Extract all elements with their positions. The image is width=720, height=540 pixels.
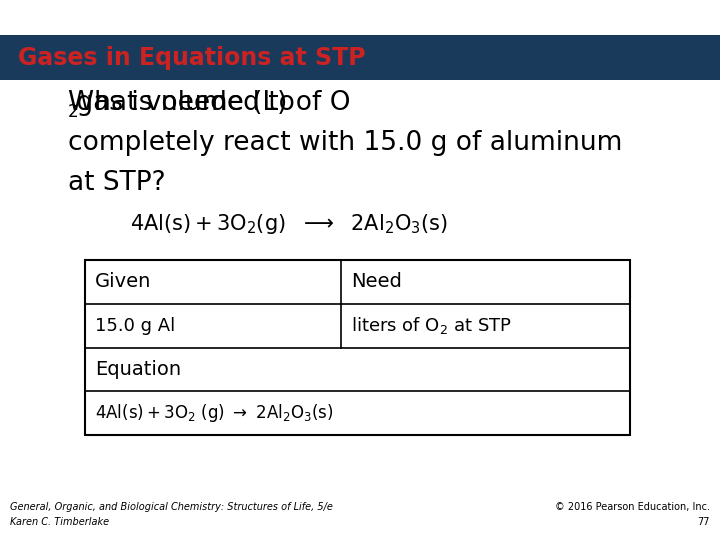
Text: Equation: Equation xyxy=(95,360,181,379)
Text: 15.0 g Al: 15.0 g Al xyxy=(95,316,175,335)
Text: completely react with 15.0 g of aluminum: completely react with 15.0 g of aluminum xyxy=(68,130,622,156)
Text: © 2016 Pearson Education, Inc.: © 2016 Pearson Education, Inc. xyxy=(555,502,710,512)
Bar xyxy=(85,260,630,435)
Text: Given: Given xyxy=(95,272,151,292)
Text: Need: Need xyxy=(351,272,402,292)
Text: $\mathregular{4Al(s) + 3O_2(g) \ \ \longrightarrow \ \ 2Al_2O_3(s)}$: $\mathregular{4Al(s) + 3O_2(g) \ \ \long… xyxy=(130,212,448,236)
Bar xyxy=(0,35,720,80)
Text: at STP?: at STP? xyxy=(68,170,166,196)
Text: liters of $\mathregular{O_2}$ at STP: liters of $\mathregular{O_2}$ at STP xyxy=(351,315,512,336)
Text: 2: 2 xyxy=(68,103,78,120)
Text: Gases in Equations at STP: Gases in Equations at STP xyxy=(18,45,366,70)
Text: gas is needed to: gas is needed to xyxy=(68,90,295,116)
Text: General, Organic, and Biological Chemistry: Structures of Life, 5/e: General, Organic, and Biological Chemist… xyxy=(10,502,333,512)
Text: What volume (L) of O: What volume (L) of O xyxy=(68,90,351,116)
Text: Karen C. Timberlake: Karen C. Timberlake xyxy=(10,517,109,527)
Text: $\mathregular{4Al(s) + 3O_2\ (g) \ \rightarrow \ 2Al_2O_3(s)}$: $\mathregular{4Al(s) + 3O_2\ (g) \ \righ… xyxy=(95,402,333,424)
Text: 77: 77 xyxy=(698,517,710,527)
